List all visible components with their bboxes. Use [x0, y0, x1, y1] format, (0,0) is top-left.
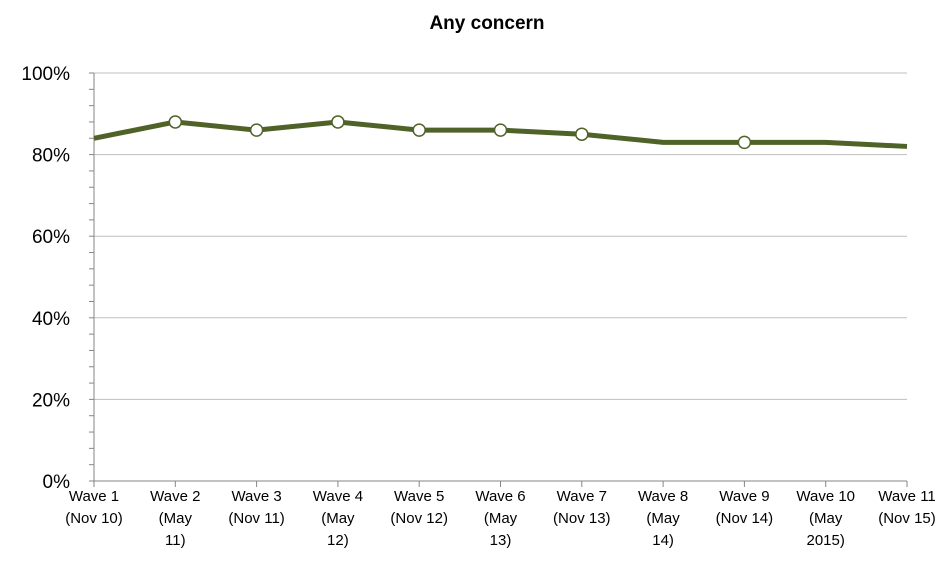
x-tick-label: Wave 11 (Nov 15) [878, 488, 936, 527]
chart-title: Any concern [429, 13, 544, 34]
y-axis-ticks: 0% 20% 40% 60% 80% 100% [21, 64, 70, 493]
x-tick-label: Wave 1 (Nov 10) [65, 488, 123, 527]
data-point [575, 127, 589, 141]
data-point [412, 123, 426, 137]
axes [89, 72, 908, 487]
series [93, 115, 908, 150]
x-tick-label: Wave 8 (May 14) [638, 488, 688, 549]
x-tick-label: Wave 2 (May 11) [150, 488, 200, 549]
gridlines [94, 72, 907, 400]
x-tick-label: Wave 10 (May 2015) [796, 488, 855, 549]
data-point [737, 135, 752, 150]
x-tick-label: Wave 4 (May 12) [313, 488, 363, 549]
data-point [249, 123, 264, 137]
y-tick-label: 60% [32, 227, 70, 248]
data-point [331, 115, 345, 129]
x-tick-label: Wave 6 (May 13) [475, 488, 525, 549]
data-point [493, 123, 508, 137]
data-point [168, 115, 183, 129]
x-tick-label: Wave 7 (Nov 13) [553, 488, 611, 527]
y-tick-label: 0% [43, 472, 71, 493]
x-tick-label: Wave 5 (Nov 12) [390, 488, 448, 527]
y-tick-label: 20% [32, 390, 70, 411]
x-tick-label: Wave 3 (Nov 11) [228, 488, 284, 527]
y-tick-label: 40% [32, 309, 70, 330]
y-tick-label: 80% [32, 146, 70, 167]
x-axis-ticks: Wave 1 (Nov 10) Wave 2 (May 11) Wave 3 (Nov 11… [65, 488, 936, 549]
x-tick-label: Wave 9 (Nov 14) [716, 488, 774, 527]
y-tick-label: 100% [21, 64, 70, 85]
